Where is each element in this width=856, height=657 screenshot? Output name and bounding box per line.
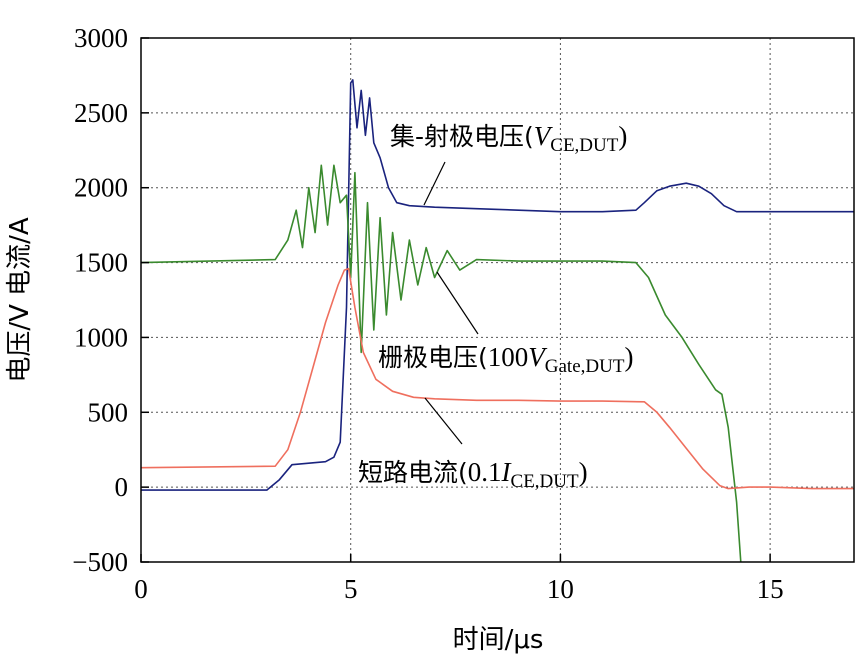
x-tick-label: 10	[547, 574, 574, 604]
y-tick-label: −500	[72, 547, 128, 577]
series-line-1	[141, 164, 742, 562]
annotation-ice-italic: I	[501, 457, 513, 487]
series-line-2	[141, 267, 854, 490]
annotation-gate-text: 栅极电压(	[378, 343, 488, 372]
annotation-vce-sub: CE,DUT	[550, 135, 618, 156]
series-line-0	[141, 79, 854, 491]
annotation-vce: 集-射极电压(VCE,DUT)	[390, 121, 627, 206]
annotation-ice-label: 短路电流(0.1ICE,DUT)	[358, 457, 588, 492]
annotation-gate-close: )	[624, 342, 633, 372]
annotation-gate-sub: Gate,DUT	[545, 356, 625, 377]
annotation-ice: 短路电流(0.1ICE,DUT)	[358, 397, 588, 492]
y-tick-label: 2500	[74, 98, 128, 128]
y-tick-label: 2000	[74, 173, 128, 203]
x-axis-title: 时间/μs	[453, 625, 544, 655]
y-tick-label: 1500	[74, 248, 128, 278]
annotation-gate-italic: V	[528, 342, 548, 372]
y-tick-label: 3000	[74, 23, 128, 53]
x-tick-label: 0	[134, 574, 148, 604]
plot-frame	[140, 37, 855, 563]
series-lines	[141, 79, 854, 562]
leader-line-vce	[423, 161, 446, 206]
grid-lines	[141, 38, 854, 562]
y-tick-label: 1000	[74, 322, 128, 352]
annotation-gate-label: 栅极电压(100VGate,DUT)	[378, 342, 633, 377]
y-tick-label: 0	[115, 472, 129, 502]
y-tick-label: 500	[88, 397, 129, 427]
annotation-gate-num: 100	[488, 342, 529, 372]
annotation-ice-sub: CE,DUT	[511, 471, 579, 492]
x-tick-label: 5	[344, 574, 358, 604]
annotation-ice-text: 短路电流(	[358, 458, 468, 487]
leader-line-ice	[424, 397, 463, 445]
leader-line-gate	[436, 271, 479, 335]
y-axis-title-text: 电压/V 电流/A	[5, 217, 35, 383]
annotation-ice-close: )	[579, 457, 588, 487]
y-axis-title: 电压/V 电流/A	[5, 217, 35, 383]
annotation-gate: 栅极电压(100VGate,DUT)	[378, 271, 633, 377]
annotation-vce-label: 集-射极电压(VCE,DUT)	[390, 121, 627, 156]
annotation-vce-italic: V	[534, 121, 554, 151]
annotation-ice-num: 0.1	[468, 457, 502, 487]
annotation-vce-close: )	[618, 121, 627, 151]
annotation-vce-text: 集-射极电压(	[390, 122, 534, 151]
x-tick-label: 15	[757, 574, 784, 604]
